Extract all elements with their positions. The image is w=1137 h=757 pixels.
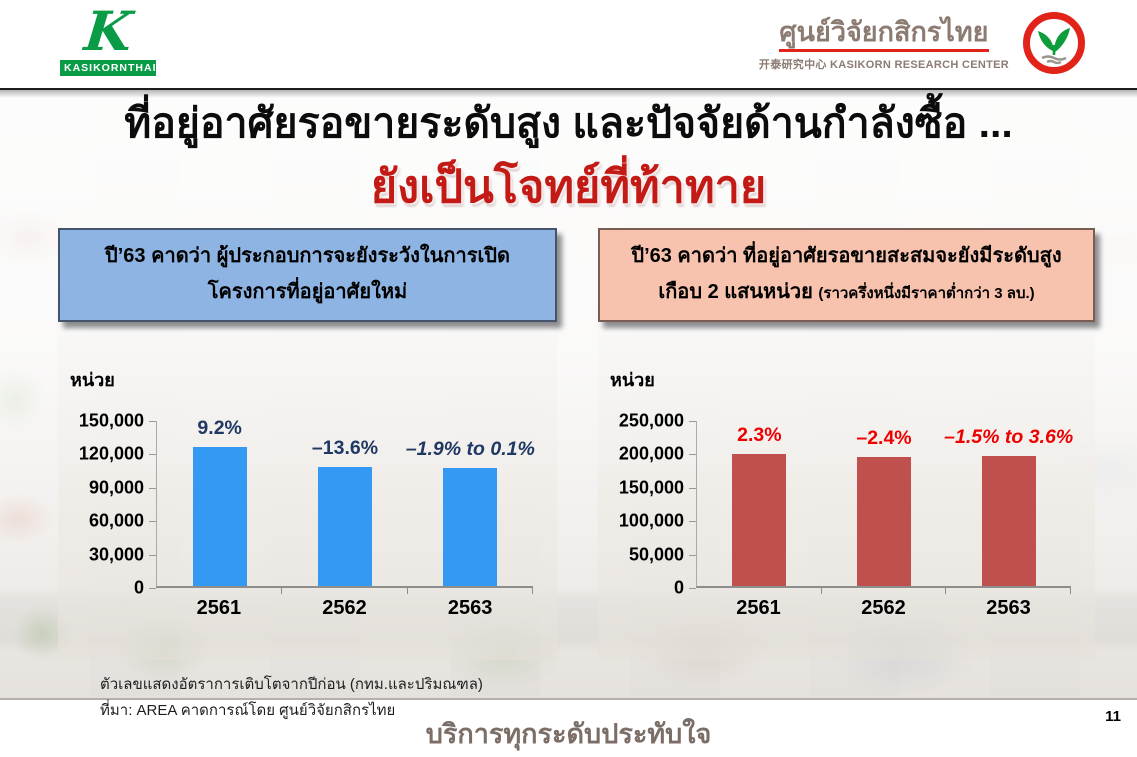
bar-value-label: –2.4% [856,427,912,449]
right-chart-x-axis: 2561 2562 2563 [696,597,1071,620]
left-chart-x-axis: 2561 2562 2563 [156,597,533,620]
kasikorn-k-icon: K [81,0,135,63]
y-tick-mark [149,421,156,422]
y-tick-mark [149,487,156,489]
left-chart-y-axis: 150,000 120,000 90,000 60,000 30,000 0 [64,411,156,598]
bar-slot: –13.6% [282,421,408,594]
research-center-logo: ศูนย์วิจัยกสิกรไทย 开泰研究中心 KASIKORN RESEA… [759,16,1009,72]
right-chart-plot-wrap: 250,000 200,000 150,000 100,000 50,000 0 2.3%… [604,411,1074,598]
left-chart-y-axis-title: หน่วย [70,370,115,390]
y-tick-label: 120,000 [78,443,144,464]
bar-value-label: –13.6% [311,437,379,459]
x-category-label: 2561 [196,597,242,619]
bar-2563 [443,468,498,586]
y-tick-label: 150,000 [78,410,144,431]
y-tick-label: 60,000 [88,510,144,531]
footnote-growth-note: ตัวเลขแสดงอัตราการเติบโตจากปีก่อน (กทม.แ… [100,676,483,693]
x-category-label: 2562 [861,597,906,619]
x-category-label: 2562 [322,597,367,619]
x-tick-mark [1070,588,1072,594]
left-chart: หน่วย 150,000 120,000 90,000 60,000 30,000 0 … [58,335,557,660]
y-tick-label: 0 [133,577,144,598]
y-tick-mark [689,487,696,489]
y-tick-label: 150,000 [618,477,684,498]
left-column: ปี’63 คาดว่า ผู้ประกอบการจะยังระวังในการ… [58,228,557,660]
y-tick-mark [149,521,156,523]
bar-slot: –2.4% [822,421,947,594]
y-tick-label: 30,000 [88,544,144,565]
y-tick-label: 200,000 [618,443,684,464]
bar-slot: –1.5% to 3.6% [944,421,1074,594]
header-divider [0,88,1137,90]
kasikorn-sprout-icon [1023,12,1085,74]
right-column: ปี’63 คาดว่า ที่อยู่อาศัยรอขายสะสมจะยังม… [598,228,1095,660]
left-chart-plot-area: 9.2% –13.6% –1.9% to 0.1% [156,417,535,594]
bar-value-label: –1.5% to 3.6% [944,426,1074,448]
right-panel-header-line2-small: (ราวครึ่งหนึ่งมีราคาต่ำกว่า 3 ลบ.) [818,285,1035,302]
x-category-label: 2563 [986,597,1031,619]
research-center-thai-name: ศูนย์วิจัยกสิกรไทย [779,16,989,52]
page-number: 11 [1105,708,1121,725]
bar-slot: 9.2% [157,417,283,594]
y-tick-mark [689,454,696,456]
x-tick-mark [281,588,283,594]
x-tick-mark [945,588,947,594]
x-category-label: 2563 [447,597,493,619]
y-tick-mark [689,521,696,523]
y-tick-label: 100,000 [618,510,684,531]
y-tick-mark [689,554,696,556]
right-chart-y-axis-title: หน่วย [610,370,655,390]
y-tick-mark [149,588,156,589]
left-chart-plot-wrap: 150,000 120,000 90,000 60,000 30,000 0 9.2% –1… [64,411,535,598]
research-center-sub-name: 开泰研究中心 KASIKORN RESEARCH CENTER [758,59,1009,71]
right-chart: หน่วย 250,000 200,000 150,000 100,000 50,000… [598,335,1095,660]
kasikornthai-logo: K KASIKORNTHAI [60,0,156,76]
right-panel-header-line2: เกือบ 2 แสนหน่วย (ราวครึ่งหนึ่งมีราคาต่ำ… [606,274,1087,312]
bar-slot: –1.9% to 0.1% [405,421,535,594]
left-panel-header-line2-text: โครงการที่อยู่อาศัยใหม่ [207,281,408,303]
right-panel-header-line1: ปี’63 คาดว่า ที่อยู่อาศัยรอขายสะสมจะยังม… [631,245,1062,267]
y-tick-mark [149,554,156,556]
slide-title: ที่อยู่อาศัยรอขายระดับสูง และปัจจัยด้านก… [124,100,1013,146]
bar-slot: 2.3% [697,421,822,594]
y-tick-mark [149,454,156,456]
bar-2562 [857,457,911,586]
slide-subtitle: ยังเป็นโจทย์ที่ท้าทาย [370,161,767,212]
bar-2561 [192,447,247,586]
y-tick-label: 50,000 [628,544,684,565]
bar-value-label: 2.3% [737,424,782,446]
left-panel-header-line2: โครงการที่อยู่อาศัยใหม่ [66,274,549,312]
right-panel-header: ปี’63 คาดว่า ที่อยู่อาศัยรอขายสะสมจะยังม… [598,228,1095,322]
right-chart-y-axis: 250,000 200,000 150,000 100,000 50,000 0 [604,411,696,598]
right-chart-plot-area: 2.3% –2.4% –1.5% to 3.6% [696,421,1074,594]
header-band: K KASIKORNTHAI ศูนย์วิจัยกสิกรไทย 开泰研究中心… [0,0,1137,88]
left-panel-header: ปี’63 คาดว่า ผู้ประกอบการจะยังระวังในการ… [58,228,557,322]
x-tick-mark [531,588,533,594]
y-tick-mark [689,588,696,589]
y-tick-label: 90,000 [88,477,144,498]
y-tick-mark [689,421,696,422]
bar-2562 [317,467,372,586]
bar-value-label: –1.9% to 0.1% [405,438,535,460]
x-tick-mark [820,588,822,594]
right-panel-header-line2-text: เกือบ 2 แสนหน่วย [658,281,813,303]
x-category-label: 2561 [736,597,781,619]
footer-slogan: บริการทุกระดับประทับใจ [425,719,712,749]
bar-2563 [981,456,1036,586]
left-panel-header-line1: ปี’63 คาดว่า ผู้ประกอบการจะยังระวังในการ… [105,245,510,267]
footnote-source: ที่มา: AREA คาดการณ์โดย ศูนย์วิจัยกสิกรไ… [100,702,396,719]
bar-value-label: 9.2% [197,417,242,439]
kasikornthai-logo-label: KASIKORNTHAI [60,60,156,76]
y-tick-label: 250,000 [618,410,684,431]
y-tick-label: 0 [673,577,684,598]
bar-2561 [732,454,787,586]
header-divider-shadow [0,90,1137,98]
x-tick-mark [406,588,408,594]
